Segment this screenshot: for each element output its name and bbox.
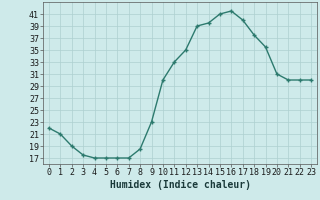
X-axis label: Humidex (Indice chaleur): Humidex (Indice chaleur) [109, 180, 251, 190]
